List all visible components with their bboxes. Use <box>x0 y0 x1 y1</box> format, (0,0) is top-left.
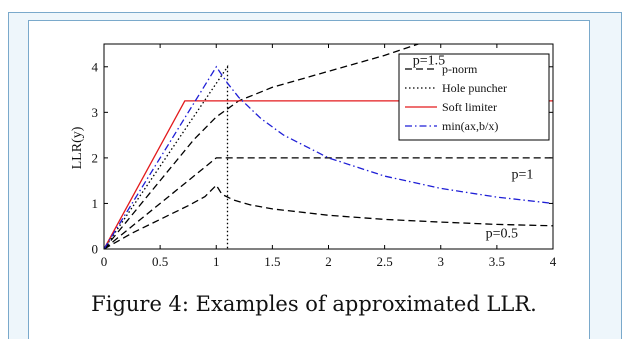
x-tick-label: 4 <box>550 254 557 269</box>
y-tick-label: 2 <box>92 150 99 165</box>
legend-label: Soft limiter <box>442 100 497 114</box>
series-line-p-norm-p-1 <box>104 157 553 249</box>
series-annotation: p=0.5 <box>486 227 518 242</box>
series-line-min-ax-b-x <box>104 65 553 249</box>
series-line-hole-puncher <box>104 64 229 249</box>
y-tick-label: 3 <box>92 105 99 120</box>
y-axis-label: LLR(y) <box>70 126 85 169</box>
y-tick-label: 0 <box>92 242 99 257</box>
series-annotation: p=1 <box>511 167 533 182</box>
series-line-p-norm-p-0-5 <box>104 184 553 249</box>
x-tick-label: 1 <box>213 254 220 269</box>
legend-label: min(ax,b/x) <box>442 119 498 133</box>
figure-caption: Figure 4: Examples of approximated LLR. <box>91 292 537 316</box>
legend-label: Hole puncher <box>442 81 507 95</box>
x-tick-label: 0.5 <box>152 254 168 269</box>
y-tick-label: 4 <box>92 59 99 74</box>
x-tick-label: 0 <box>101 254 108 269</box>
x-tick-label: 3.5 <box>489 254 505 269</box>
x-tick-label: 1.5 <box>264 254 280 269</box>
series-line-p-norm-p-1-5 <box>104 44 419 249</box>
series-annotation: p=1.5 <box>413 54 445 69</box>
legend-label: p-norm <box>442 62 478 76</box>
x-tick-label: 2 <box>325 254 332 269</box>
y-tick-label: 1 <box>92 196 99 211</box>
legend-box <box>398 53 550 141</box>
x-tick-label: 2.5 <box>377 254 393 269</box>
x-tick-label: 3 <box>438 254 445 269</box>
